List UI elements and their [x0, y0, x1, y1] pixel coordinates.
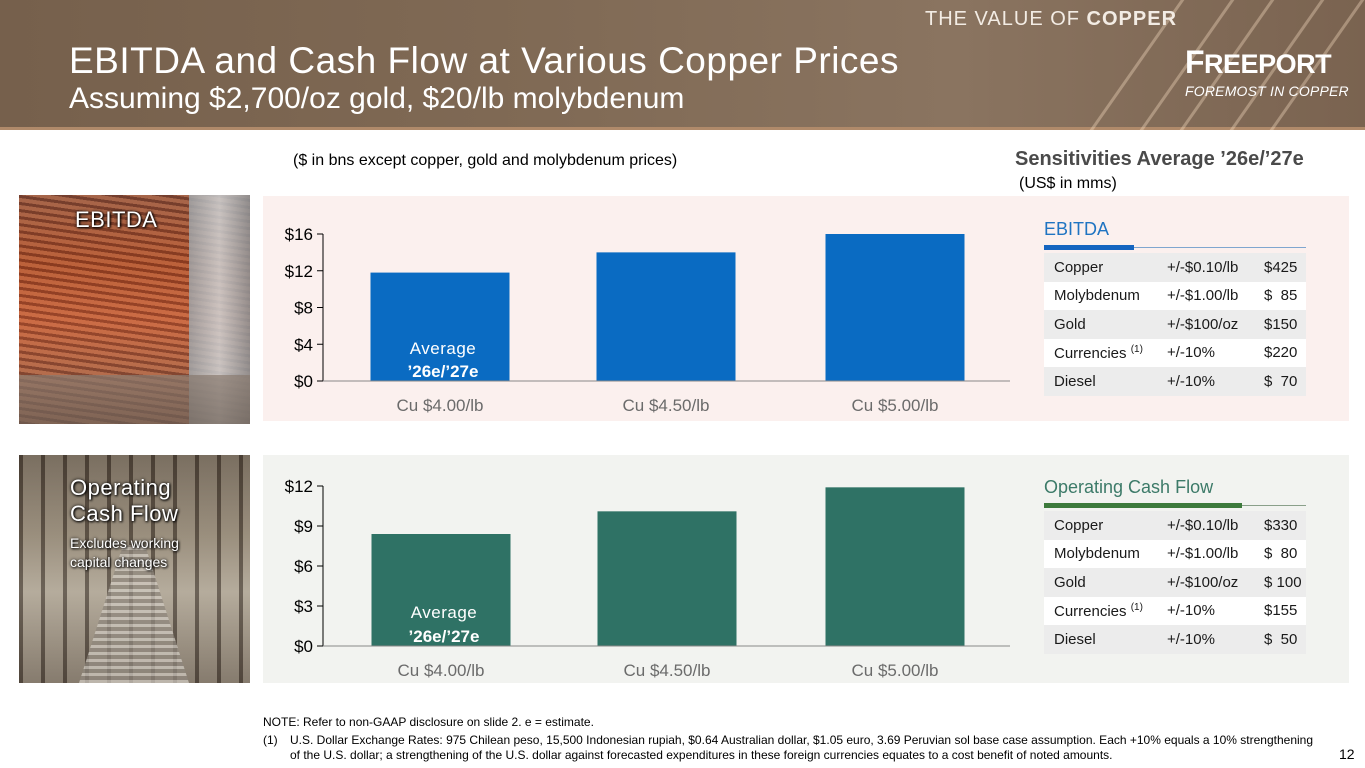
ebitda-sens-value: $150 — [1264, 310, 1306, 339]
page-number: 12 — [1339, 746, 1355, 762]
ebitda-sens-value: $ 70 — [1264, 367, 1306, 396]
average-label-line1: Average — [410, 339, 477, 358]
ocf-sens-row: Molybdenum +/-$1.00/lb $ 80 — [1044, 539, 1306, 568]
ocf-sensitivity-heading: Operating Cash Flow — [1044, 477, 1214, 497]
x-category-label: Cu $4.00/lb — [398, 661, 485, 680]
copper-cathodes-photo: EBITDA — [19, 195, 250, 424]
bar — [597, 511, 737, 646]
ocf-photo-label-line2: Cash Flow — [70, 501, 179, 526]
ocf-sens-change: +/-$1.00/lb — [1167, 539, 1264, 568]
ebitda-sens-change: +/-$1.00/lb — [1167, 281, 1264, 310]
y-tick-label: $0 — [294, 372, 313, 391]
ebitda-sens-row: Diesel +/-10% $ 70 — [1044, 367, 1306, 396]
ebitda-sensitivity-table: Copper +/-$0.10/lb $425 Molybdenum +/-$1.00/… — [1044, 253, 1306, 396]
y-tick-label: $6 — [294, 557, 313, 576]
ocf-chart-svg: $0 $3 $6 $9 $12 Cu $4.00/lb Cu $4.50/lb Cu $5.0… — [285, 477, 1010, 680]
ocf-heading-rule — [1044, 503, 1310, 508]
y-tick-label: $3 — [294, 597, 313, 616]
y-tick-label: $4 — [294, 335, 313, 354]
ebitda-sensitivity-heading: EBITDA — [1044, 219, 1110, 239]
ocf-sens-change: +/-10% — [1167, 625, 1264, 654]
ebitda-sens-item: Molybdenum — [1044, 281, 1167, 310]
y-tick-label: $12 — [285, 477, 313, 496]
ocf-photo-sub-line1: Excludes working — [70, 535, 179, 551]
ebitda-photo-label: EBITDA — [75, 207, 158, 232]
page-subtitle: Assuming $2,700/oz gold, $20/lb molybden… — [69, 82, 685, 115]
ocf-sens-row: Currencies (1) +/-10% $155 — [1044, 596, 1306, 625]
ocf-sens-change: +/-$0.10/lb — [1167, 511, 1264, 540]
ocf-sens-item: Molybdenum — [1044, 539, 1167, 568]
ebitda-sens-row: Gold +/-$100/oz $150 — [1044, 310, 1306, 339]
ocf-sens-row: Diesel +/-10% $ 50 — [1044, 625, 1306, 654]
units-note: ($ in bns except copper, gold and molybd… — [293, 152, 678, 169]
header-tagline: THE VALUE OF COPPER — [925, 8, 1178, 30]
average-label-line2: ’26e/’27e — [409, 627, 480, 646]
x-category-label: Cu $5.00/lb — [852, 661, 939, 680]
ocf-sens-row: Gold +/-$100/oz $ 100 — [1044, 568, 1306, 597]
ebitda-sens-row: Currencies (1) +/-10% $220 — [1044, 338, 1306, 367]
x-category-label: Cu $4.00/lb — [397, 396, 484, 415]
ebitda-sens-change: +/-$0.10/lb — [1167, 253, 1264, 282]
ebitda-sens-change: +/-10% — [1167, 367, 1264, 396]
ebitda-sens-row: Copper +/-$0.10/lb $425 — [1044, 253, 1306, 282]
ebitda-chart-svg: $0 $4 $8 $12 $16 Cu $4.00/lb Cu $4.50/lb Cu $5.… — [285, 225, 1010, 415]
ocf-sens-change: +/-10% — [1167, 596, 1264, 625]
page-title: EBITDA and Cash Flow at Various Copper P… — [69, 40, 899, 81]
bar — [825, 487, 965, 646]
ocf-photo-label-line1: Operating — [70, 475, 172, 500]
ebitda-sens-value: $220 — [1264, 338, 1306, 367]
slide-header: THE VALUE OF COPPER EBITDA and Cash Flow… — [0, 0, 1365, 130]
y-tick-label: $12 — [285, 262, 313, 281]
y-tick-label: $8 — [294, 299, 313, 318]
bar — [825, 234, 965, 381]
ocf-sens-item: Diesel — [1044, 625, 1167, 654]
sensitivities-title: Sensitivities Average ’26e/’27e — [1015, 148, 1304, 170]
ebitda-sens-change: +/-10% — [1167, 338, 1264, 367]
y-tick-label: $0 — [294, 637, 313, 656]
footnote-number: (1) — [263, 733, 278, 747]
y-tick-label: $16 — [285, 225, 313, 244]
x-category-label: Cu $4.50/lb — [624, 661, 711, 680]
ocf-photo-sub-line2: capital changes — [70, 554, 168, 570]
ebitda-sens-item: Gold — [1044, 310, 1167, 339]
ocf-sens-change: +/-$100/oz — [1167, 568, 1264, 597]
ebitda-heading-rule — [1044, 245, 1310, 250]
sensitivities-subtitle: (US$ in mms) — [1019, 175, 1117, 192]
ocf-sens-item: Currencies (1) — [1044, 596, 1167, 625]
ebitda-sensitivity-block: EBITDA Copper +/-$0.10/lb $425 Molybdenum +/… — [1044, 219, 1310, 396]
logo-slogan: FOREMOST IN COPPER — [1185, 83, 1349, 99]
ocf-sensitivity-table: Copper +/-$0.10/lb $330 Molybdenum +/-$1.00/… — [1044, 511, 1306, 654]
ocf-sensitivity-block: Operating Cash Flow Copper +/-$0.10/lb $33… — [1044, 477, 1310, 654]
ocf-sens-value: $ 50 — [1264, 625, 1306, 654]
ocf-sens-value: $155 — [1264, 596, 1306, 625]
ocf-sens-value: $ 80 — [1264, 539, 1306, 568]
x-category-label: Cu $5.00/lb — [852, 396, 939, 415]
ebitda-sens-item: Diesel — [1044, 367, 1167, 396]
bar — [596, 252, 736, 381]
footnote-text: U.S. Dollar Exchange Rates: 975 Chilean … — [290, 733, 1314, 762]
y-tick-label: $9 — [294, 517, 313, 536]
ocf-sens-value: $ 100 — [1264, 568, 1306, 597]
ocf-sens-value: $330 — [1264, 511, 1306, 540]
bar — [371, 534, 511, 646]
footnote-1: (1) U.S. Dollar Exchange Rates: 975 Chil… — [263, 733, 1323, 763]
freeport-logo: FREEPORT FOREMOST IN COPPER — [1185, 44, 1349, 99]
average-label-line1: Average — [411, 603, 478, 622]
ebitda-sens-item: Currencies (1) — [1044, 338, 1167, 367]
ocf-sens-row: Copper +/-$0.10/lb $330 — [1044, 511, 1306, 540]
conveyor-photo: Operating Cash Flow Excludes working cap… — [19, 455, 250, 683]
ocf-sens-item: Gold — [1044, 568, 1167, 597]
ebitda-sens-item: Copper — [1044, 253, 1167, 282]
ocf-chart: $0 $3 $6 $9 $12 Cu $4.00/lb Cu $4.50/lb Cu $5.0… — [263, 455, 1033, 683]
x-category-label: Cu $4.50/lb — [623, 396, 710, 415]
bar — [370, 272, 510, 381]
ebitda-sens-value: $425 — [1264, 253, 1306, 282]
ebitda-sens-change: +/-$100/oz — [1167, 310, 1264, 339]
average-label-line2: ’26e/’27e — [408, 362, 479, 381]
ocf-sens-item: Copper — [1044, 511, 1167, 540]
non-gaap-note: NOTE: Refer to non-GAAP disclosure on sl… — [263, 715, 594, 729]
ebitda-sens-value: $ 85 — [1264, 281, 1306, 310]
ebitda-sens-row: Molybdenum +/-$1.00/lb $ 85 — [1044, 281, 1306, 310]
ebitda-chart: $0 $4 $8 $12 $16 Cu $4.00/lb Cu $4.50/lb Cu $5.… — [263, 196, 1033, 421]
